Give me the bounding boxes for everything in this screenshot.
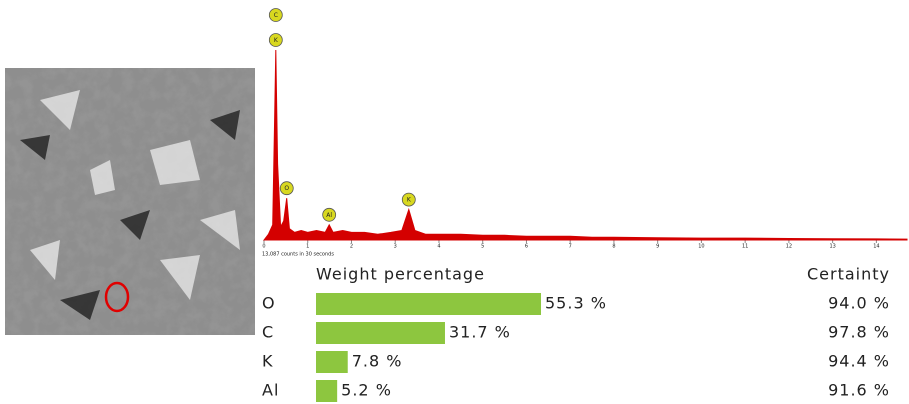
element-label: Al — [262, 381, 279, 400]
element-label: K — [262, 352, 274, 371]
x-tick-label: 3 — [394, 244, 397, 250]
caption: 13,087 counts in 30 seconds — [262, 252, 334, 258]
element-label: O — [262, 294, 276, 313]
x-tick-label: 1 — [306, 244, 309, 250]
x-tick-label: 7 — [569, 244, 572, 250]
x-tick-label: 10 — [698, 244, 704, 250]
x-tick-label: 11 — [742, 244, 748, 250]
x-tick-label: 14 — [873, 244, 879, 250]
x-tick-label: 5 — [481, 244, 484, 250]
certainty: 91.6 % — [828, 381, 890, 400]
x-tick-label: 12 — [786, 244, 792, 250]
value-label: 31.7 % — [449, 323, 511, 342]
certainty: 94.0 % — [828, 294, 890, 313]
bar — [316, 293, 541, 315]
x-tick-label: 6 — [525, 244, 528, 250]
spectrum-area — [264, 50, 907, 240]
value-label: 7.8 % — [352, 352, 403, 371]
x-tick-label: 4 — [437, 244, 440, 250]
bar-title: Weight percentage — [316, 265, 485, 284]
certainty: 97.8 % — [828, 323, 890, 342]
peak-label: O — [284, 185, 289, 192]
certainty-title: Certainty — [807, 265, 890, 284]
peak-label: C — [274, 12, 278, 19]
x-tick-label: 8 — [612, 244, 615, 250]
x-tick-label: 2 — [350, 244, 353, 250]
weight-table: Weight percentage Certainty O 55.3 % 94.0 % C… — [262, 265, 890, 403]
figure: 0123456789101112131413,087 counts in 30 … — [0, 0, 909, 404]
bar — [316, 351, 348, 373]
x-tick-label: 13 — [829, 244, 835, 250]
value-label: 5.2 % — [341, 381, 392, 400]
element-label: C — [262, 323, 274, 342]
page: 0123456789101112131413,087 counts in 30 … — [0, 0, 909, 404]
x-tick-label: 0 — [262, 244, 265, 250]
x-tick-label: 9 — [656, 244, 659, 250]
value-label: 55.3 % — [545, 294, 607, 313]
bar — [316, 380, 337, 402]
bar — [316, 322, 445, 344]
certainty: 94.4 % — [828, 352, 890, 371]
peak-label: Al — [326, 212, 332, 219]
sem-image — [5, 68, 255, 335]
